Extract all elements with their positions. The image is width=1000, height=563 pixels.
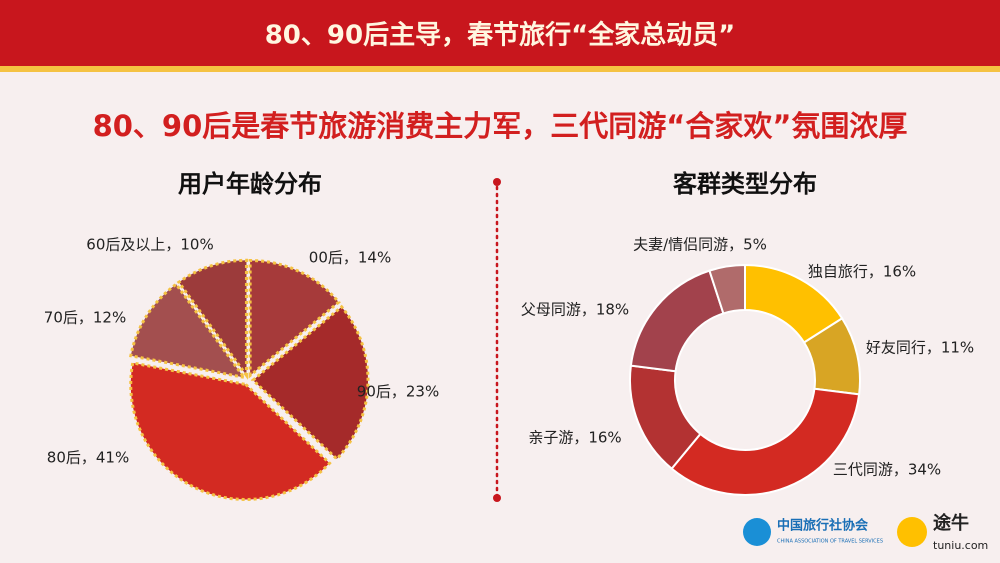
logo-text: 中国旅行社协会 [777,518,869,534]
chart-title: 客群类型分布 [673,170,817,198]
logo-text: 途牛 [933,512,969,534]
chart-title: 用户年龄分布 [178,170,322,198]
banner-title: 80、90后主导，春节旅行“全家总动员” [265,20,736,51]
data-label: 父母同游，18% [521,301,629,319]
banner-border [0,66,1000,72]
logo-icon [743,518,771,546]
pie-slice [250,304,370,462]
pie-slice [248,258,341,379]
data-label: 80后，41% [47,449,129,467]
logo-icon [897,517,927,547]
data-label: 夫妻/情侣同游，5% [633,236,767,254]
data-label: 60后及以上，10% [86,236,213,254]
donut-segment [670,387,861,496]
divider-dot [493,494,501,502]
data-label: 三代同游，34% [833,461,941,479]
data-label: 好友同行，11% [866,339,974,357]
data-label: 亲子游，16% [528,429,621,447]
data-label: 90后，23% [357,383,439,401]
pie-slice [129,361,332,501]
data-label: 独自旅行，16% [808,263,916,281]
data-label: 00后，14% [309,249,391,267]
logo-subtext: CHINA ASSOCIATION OF TRAVEL SERVICES [777,539,883,545]
headline: 80、90后是春节旅游消费主力军，三代同游“合家欢”氛围浓厚 [93,109,908,143]
pie-slice [129,282,248,380]
logo-subtext: tuniu.com [933,539,988,552]
divider-dot [493,178,501,186]
data-label: 70后，12% [44,309,126,327]
donut-segment [708,263,746,315]
pie-slice [176,258,248,380]
banner [0,0,1000,66]
